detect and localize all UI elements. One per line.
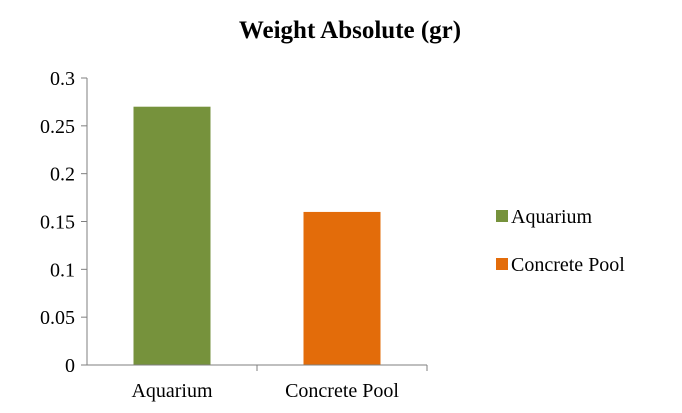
x-tick-label: Aquarium: [131, 380, 213, 402]
bars: [133, 106, 381, 365]
bar-concrete-pool: [303, 211, 381, 365]
y-tick-label: 0.1: [50, 259, 75, 281]
y-tick-label: 0.25: [40, 116, 75, 138]
legend-label: Aquarium: [511, 206, 593, 228]
legend: Aquarium Concrete Pool: [496, 206, 625, 276]
x-tick-label: Concrete Pool: [285, 380, 399, 402]
y-tick-label: 0: [65, 355, 75, 377]
y-axis-ticks: 0 0.05 0.1 0.15 0.2 0.25 0.3: [40, 68, 87, 377]
legend-label: Concrete Pool: [511, 254, 625, 276]
y-tick-label: 0.05: [40, 307, 75, 329]
y-tick-label: 0.15: [40, 212, 75, 234]
chart-title: Weight Absolute (gr): [239, 17, 461, 44]
x-axis-labels: Aquarium Concrete Pool: [131, 365, 428, 402]
bar-aquarium: [133, 106, 211, 365]
y-tick-label: 0.2: [50, 164, 75, 186]
legend-swatch: [496, 258, 508, 270]
y-tick-label: 0.3: [50, 68, 75, 90]
legend-swatch: [496, 210, 508, 222]
